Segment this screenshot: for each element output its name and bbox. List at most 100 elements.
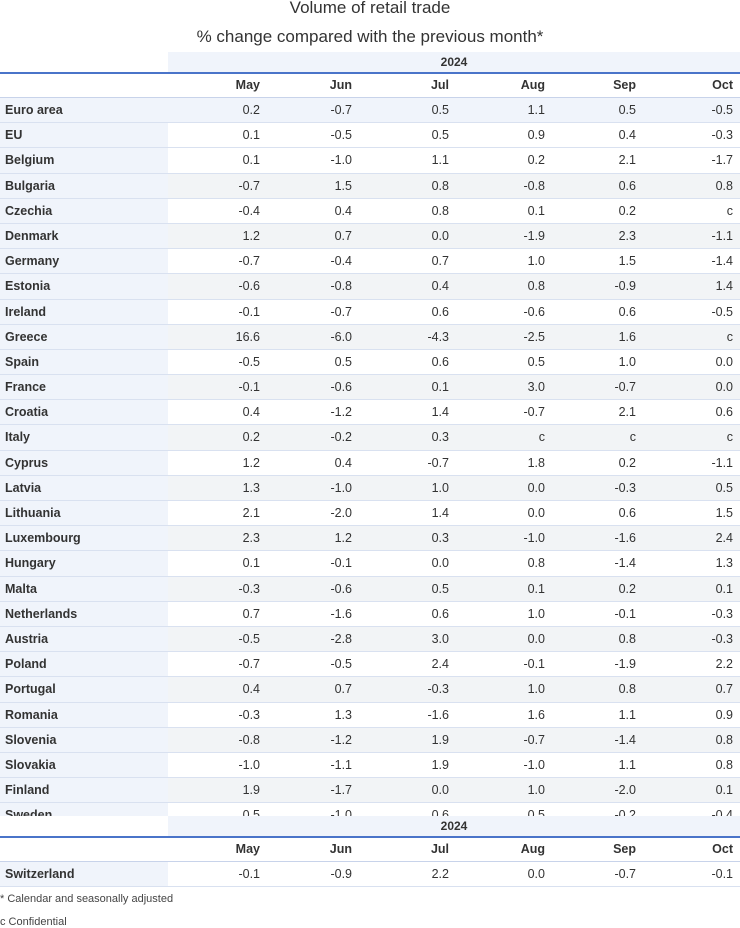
- value-cell-oct: 0.8: [715, 757, 733, 772]
- value-cell-sep: 0.5: [618, 103, 636, 117]
- value-cell-oct: -0.4: [711, 808, 733, 816]
- value-cell-may: -0.4: [238, 203, 260, 218]
- row-values: 0.1 -0.1 0.0 0.8 -1.4 1.3: [168, 551, 740, 575]
- value-cell-jun: -1.2: [330, 732, 352, 747]
- value-cell-may: -0.7: [238, 657, 260, 672]
- secondary-value-cell-aug: 0.0: [527, 867, 545, 881]
- value-cell-sep: 1.5: [618, 254, 636, 269]
- row-country-label: Estonia: [0, 274, 168, 299]
- value-cell-jul: 0.8: [431, 178, 449, 193]
- value-cell-aug: 0.9: [527, 128, 545, 143]
- table-row: Italy 0.2 -0.2 0.3 c c c: [0, 425, 740, 451]
- value-cell-sep: -0.7: [614, 380, 636, 395]
- row-country-label: Finland: [0, 778, 168, 803]
- value-cell-sep: 1.1: [618, 707, 636, 722]
- secondary-year-header-row: 2024: [0, 816, 740, 838]
- value-cell-aug: 0.0: [527, 506, 545, 520]
- value-cell-may: 0.5: [242, 808, 260, 816]
- row-country-label: Belgium: [0, 148, 168, 173]
- value-cell-jun: -1.6: [330, 606, 352, 621]
- value-cell-jun: 0.7: [334, 228, 352, 243]
- row-values: -0.1 -0.6 0.1 3.0 -0.7 0.0: [168, 375, 740, 400]
- table-row: Spain -0.5 0.5 0.6 0.5 1.0 0.0: [0, 349, 740, 376]
- row-values: -0.8 -1.2 1.9 -0.7 -1.4 0.8: [168, 727, 740, 752]
- secondary-value-cell-oct: -0.1: [711, 867, 733, 881]
- value-cell-aug: 0.8: [527, 279, 545, 294]
- row-country-label: Euro area: [0, 98, 168, 123]
- value-cell-aug: 0.2: [527, 153, 545, 168]
- value-cell-sep: 2.1: [618, 405, 636, 420]
- table-row: Hungary 0.1 -0.1 0.0 0.8 -1.4 1.3: [0, 551, 740, 577]
- row-values: -1.0 -1.1 1.9 -1.0 1.1 0.8: [168, 753, 740, 777]
- value-cell-may: 2.1: [242, 506, 260, 520]
- row-country-label: Spain: [0, 349, 168, 375]
- value-cell-jul: 0.5: [431, 103, 449, 117]
- secondary-table-body: Switzerland -0.1 -0.9 2.2 0.0 -0.7 -0.1: [0, 862, 740, 888]
- value-cell-may: -0.1: [238, 380, 260, 395]
- value-cell-jul: 0.6: [431, 808, 449, 816]
- value-cell-jul: 0.5: [431, 128, 449, 143]
- row-values: 0.4 -1.2 1.4 -0.7 2.1 0.6: [168, 400, 740, 424]
- row-values: -0.5 0.5 0.6 0.5 1.0 0.0: [168, 350, 740, 374]
- value-cell-aug: 0.1: [527, 581, 545, 596]
- value-cell-sep: 0.8: [618, 631, 636, 646]
- value-cell-sep: -0.2: [614, 808, 636, 816]
- value-cell-oct: -1.4: [711, 254, 733, 269]
- secondary-year-label: 2024: [440, 819, 468, 833]
- table-row: Netherlands 0.7 -1.6 0.6 1.0 -0.1 -0.3: [0, 601, 740, 627]
- table-row: Austria -0.5 -2.8 3.0 0.0 0.8 -0.3: [0, 626, 740, 653]
- month-header-may: May: [235, 78, 260, 92]
- secondary-month-header-jun: Jun: [329, 842, 352, 856]
- table-row: Latvia 1.3 -1.0 1.0 0.0 -0.3 0.5: [0, 475, 740, 501]
- row-country-label: Portugal: [0, 677, 168, 702]
- value-cell-aug: 0.0: [527, 631, 545, 646]
- value-cell-aug: 1.6: [527, 707, 545, 722]
- row-country-label: Latvia: [0, 475, 168, 500]
- table-row: Germany -0.7 -0.4 0.7 1.0 1.5 -1.4: [0, 249, 740, 275]
- row-values: -0.4 0.4 0.8 0.1 0.2 c: [168, 199, 740, 223]
- value-cell-jul: 0.5: [431, 581, 449, 596]
- footnote-adjusted: * Calendar and seasonally adjusted: [0, 893, 174, 905]
- value-cell-jun: 0.5: [334, 354, 352, 369]
- value-cell-sep: 1.6: [618, 329, 636, 344]
- row-values: -0.3 -0.6 0.5 0.1 0.2 0.1: [168, 576, 740, 601]
- secondary-value-cell-jul: 2.2: [431, 867, 449, 881]
- value-cell-sep: 0.4: [618, 128, 636, 143]
- month-header-oct: Oct: [712, 78, 733, 92]
- secondary-month-header-jul: Jul: [430, 842, 449, 856]
- value-cell-jun: -1.7: [330, 783, 352, 798]
- value-cell-may: -0.1: [238, 304, 260, 319]
- value-cell-oct: 2.4: [715, 531, 733, 546]
- month-header-jul: Jul: [430, 78, 449, 92]
- value-cell-sep: -0.3: [614, 480, 636, 495]
- value-cell-aug: 0.1: [527, 203, 545, 218]
- value-cell-aug: -0.7: [523, 732, 545, 747]
- secondary-table: 2024 May Jun Jul Aug Sep Oct Switzerland -0.1-…: [0, 816, 740, 888]
- row-values: 0.1 -1.0 1.1 0.2 2.1 -1.7: [168, 148, 740, 172]
- value-cell-jul: -0.3: [427, 682, 449, 697]
- value-cell-oct: 0.7: [715, 682, 733, 697]
- table-row: EU 0.1 -0.5 0.5 0.9 0.4 -0.3: [0, 123, 740, 149]
- table-row: Ireland -0.1 -0.7 0.6 -0.6 0.6 -0.5: [0, 299, 740, 325]
- main-table-scroll[interactable]: 2024 May Jun Jul Aug Sep Oct Euro area 0.2 -0.7…: [0, 52, 740, 816]
- table-row: Czechia -0.4 0.4 0.8 0.1 0.2 c: [0, 198, 740, 224]
- value-cell-oct: 0.5: [715, 480, 733, 495]
- row-values: -0.5 -2.8 3.0 0.0 0.8 -0.3: [168, 626, 740, 652]
- value-cell-may: -0.3: [238, 581, 260, 596]
- table-row: Luxembourg 2.3 1.2 0.3 -1.0 -1.6 2.4: [0, 526, 740, 552]
- value-cell-jul: -0.7: [427, 455, 449, 470]
- value-cell-jun: -0.5: [330, 128, 352, 143]
- value-cell-sep: -1.9: [614, 657, 636, 672]
- value-cell-jun: 0.7: [334, 682, 352, 697]
- value-cell-sep: 0.8: [618, 682, 636, 697]
- value-cell-may: -0.5: [238, 354, 260, 369]
- value-cell-oct: 2.2: [715, 657, 733, 672]
- secondary-month-header-row: May Jun Jul Aug Sep Oct: [0, 838, 740, 862]
- value-cell-oct: c: [726, 329, 733, 344]
- value-cell-may: -0.7: [238, 254, 260, 269]
- value-cell-may: 0.4: [242, 405, 260, 420]
- value-cell-aug: 1.0: [527, 682, 545, 697]
- value-cell-jul: 1.1: [431, 153, 449, 168]
- value-cell-oct: -0.5: [711, 103, 733, 117]
- row-values: 16.6 -6.0 -4.3 -2.5 1.6 c: [168, 324, 740, 349]
